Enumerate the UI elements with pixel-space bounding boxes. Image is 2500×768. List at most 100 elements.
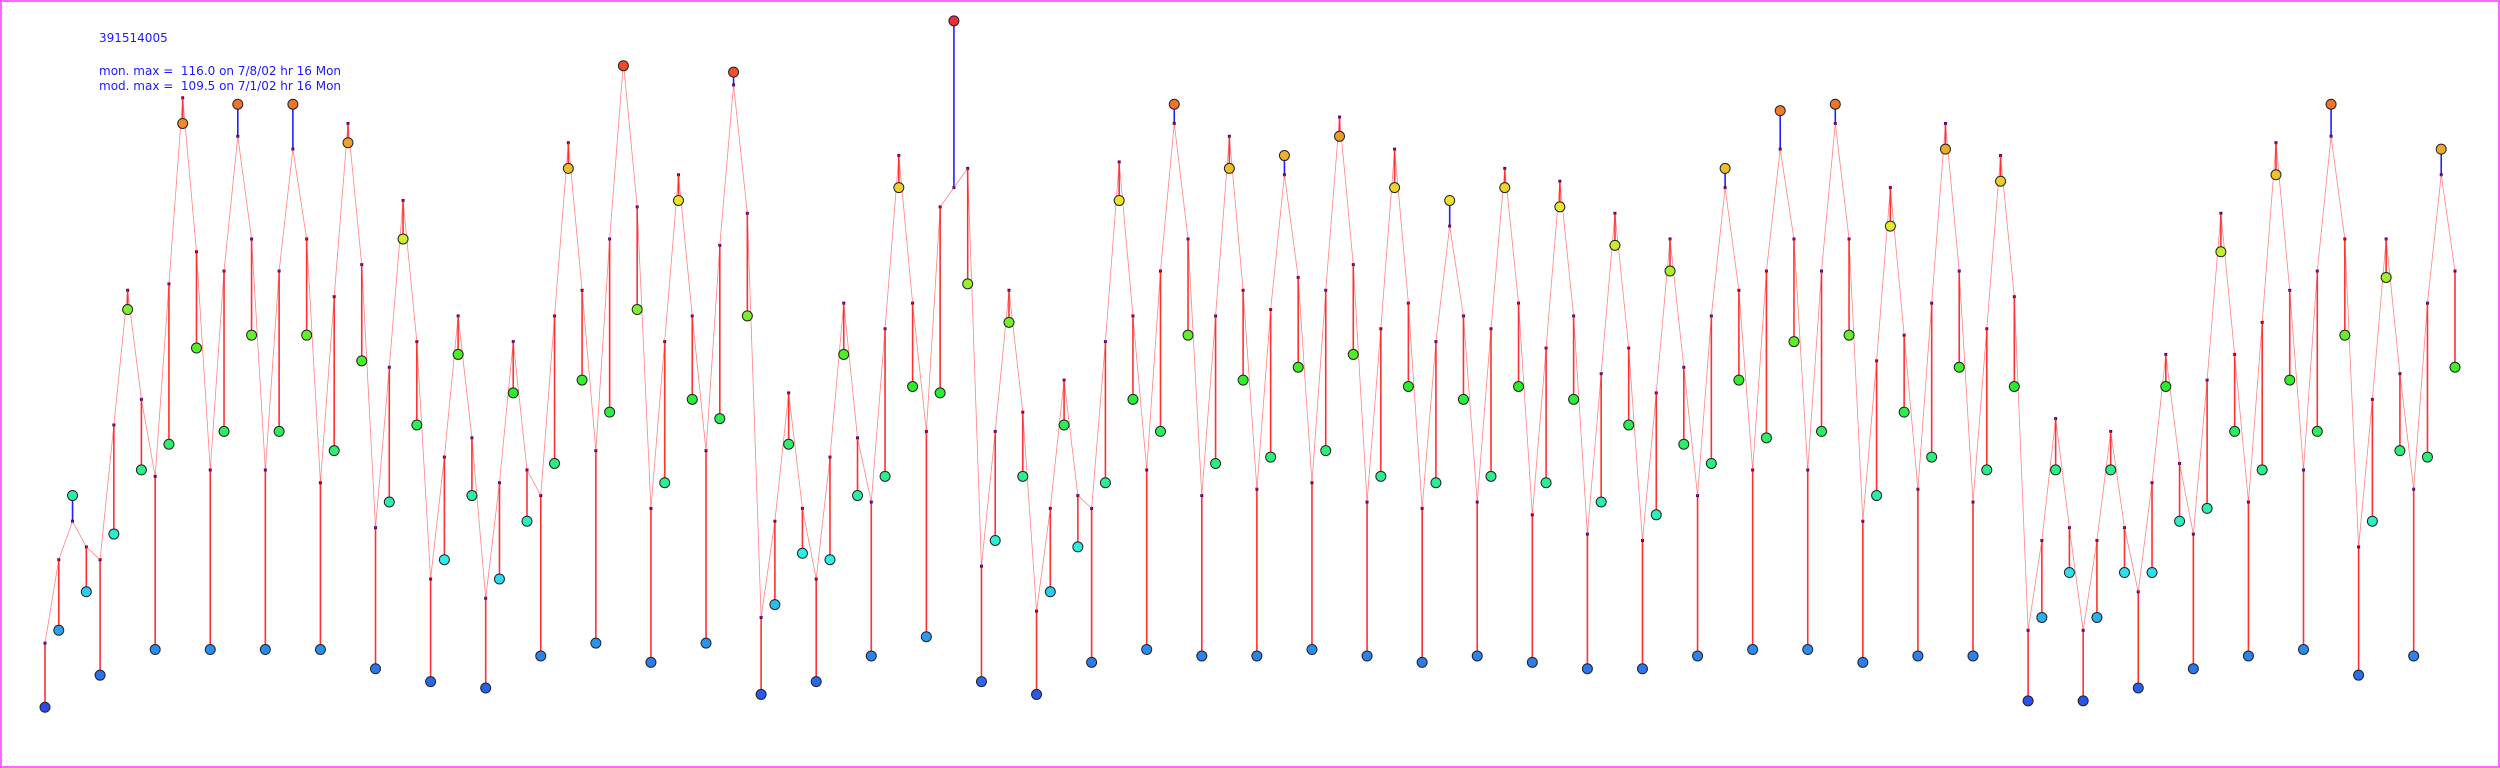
model-line xyxy=(1683,367,1698,496)
monitor-dot xyxy=(2187,663,2199,675)
model-line xyxy=(2275,142,2291,291)
model-line xyxy=(1118,161,1134,316)
monitor-dot xyxy=(1953,361,1965,373)
model-line xyxy=(609,62,624,239)
model-line xyxy=(1380,149,1395,329)
model-line xyxy=(2344,238,2359,547)
monitor-dot xyxy=(1113,194,1125,206)
monitor-dot xyxy=(1058,419,1070,431)
monitor-dot xyxy=(1692,650,1704,662)
monitor-dot xyxy=(1389,182,1401,194)
monitor-dot xyxy=(425,676,437,688)
model-line xyxy=(2013,296,2029,631)
model-line xyxy=(774,392,790,522)
monitor-dot xyxy=(2421,451,2433,463)
model-line xyxy=(857,437,872,503)
monitor-dot xyxy=(1568,393,1580,405)
monitor-dot xyxy=(397,233,409,245)
model-line xyxy=(2124,527,2139,592)
monitor-dot xyxy=(273,425,285,437)
monitor-dot xyxy=(1361,650,1373,662)
model-line xyxy=(1669,238,1685,368)
monitor-dot xyxy=(356,355,368,367)
monitor-dot xyxy=(177,117,189,129)
monitor-dot xyxy=(865,650,877,662)
model-line xyxy=(168,97,184,284)
monitor-dot xyxy=(1210,457,1222,469)
model-line xyxy=(884,155,900,329)
model-line xyxy=(264,270,280,470)
monitor-dot xyxy=(1182,329,1194,341)
monitor-dot xyxy=(2146,567,2158,579)
monitor-dot xyxy=(480,682,492,694)
monitor-dot xyxy=(2325,98,2337,110)
monitor-dot xyxy=(1760,432,1772,444)
monitor-dot xyxy=(1595,496,1607,508)
monitor-dot xyxy=(246,329,258,341)
model-line xyxy=(829,303,845,458)
monitor-dot xyxy=(728,66,740,78)
model-line xyxy=(292,149,308,240)
model-line xyxy=(1903,335,1919,490)
model-line xyxy=(623,62,638,207)
monitor-dot xyxy=(2380,271,2392,283)
monitor-dot xyxy=(1402,381,1414,392)
monitor-dot xyxy=(1416,656,1428,668)
monitor-dot xyxy=(80,586,92,598)
monitor-dot xyxy=(1471,650,1483,662)
model-line xyxy=(981,431,996,567)
model-line xyxy=(512,341,528,470)
monitor-dot xyxy=(1926,451,1938,463)
model-line xyxy=(457,315,473,438)
monitor-dot xyxy=(2311,425,2323,437)
monitor-dot xyxy=(383,496,395,508)
monitor-dot xyxy=(204,644,216,656)
monitor-dot xyxy=(135,464,147,476)
monitor-dot xyxy=(1485,470,1497,482)
monitor-dot xyxy=(342,137,354,149)
model-line xyxy=(86,546,101,561)
monitor-dot xyxy=(521,515,533,527)
model-line xyxy=(2082,540,2098,631)
annotation: mon. max = 116.0 on 7/8/02 hr 16 Mon xyxy=(99,64,341,78)
monitor-dot xyxy=(672,194,684,206)
monitor-dot xyxy=(370,663,382,675)
model-line xyxy=(1600,213,1616,374)
monitor-dot xyxy=(1196,650,1208,662)
model-line xyxy=(141,399,156,477)
model-line xyxy=(306,238,321,483)
monitor-dot xyxy=(1650,509,1662,521)
model-line xyxy=(1821,123,1836,272)
model-line xyxy=(1559,181,1575,316)
model-line xyxy=(912,303,927,432)
monitor-dot xyxy=(755,688,767,700)
monitor-dot xyxy=(2256,464,2268,476)
model-line xyxy=(1972,328,1988,503)
monitor-dot xyxy=(1320,445,1332,457)
model-line xyxy=(1352,264,1368,502)
monitor-dot xyxy=(1154,425,1166,437)
monitor-dot xyxy=(631,304,643,316)
model-line xyxy=(2027,540,2043,631)
monitor-dot xyxy=(1444,194,1456,206)
monitor-dot xyxy=(1031,688,1043,700)
monitor-dot xyxy=(94,669,106,681)
monitor-dot xyxy=(714,413,726,425)
monitor-dot xyxy=(2132,682,2144,694)
model-line xyxy=(58,521,73,560)
monitor-dot xyxy=(1981,464,1993,476)
monitor-dot xyxy=(1292,361,1304,373)
model-line xyxy=(2248,322,2263,503)
model-line xyxy=(1573,315,1588,535)
model-line xyxy=(1476,328,1492,503)
model-line xyxy=(2330,136,2346,240)
model-line xyxy=(1077,495,1092,509)
monitor-dot xyxy=(2366,515,2378,527)
model-line xyxy=(1463,315,1478,503)
monitor-dot xyxy=(163,438,175,450)
monitor-dot xyxy=(1857,656,1869,668)
model-line xyxy=(2427,174,2442,304)
model-line xyxy=(1284,174,1299,278)
monitor-dot xyxy=(659,477,671,489)
